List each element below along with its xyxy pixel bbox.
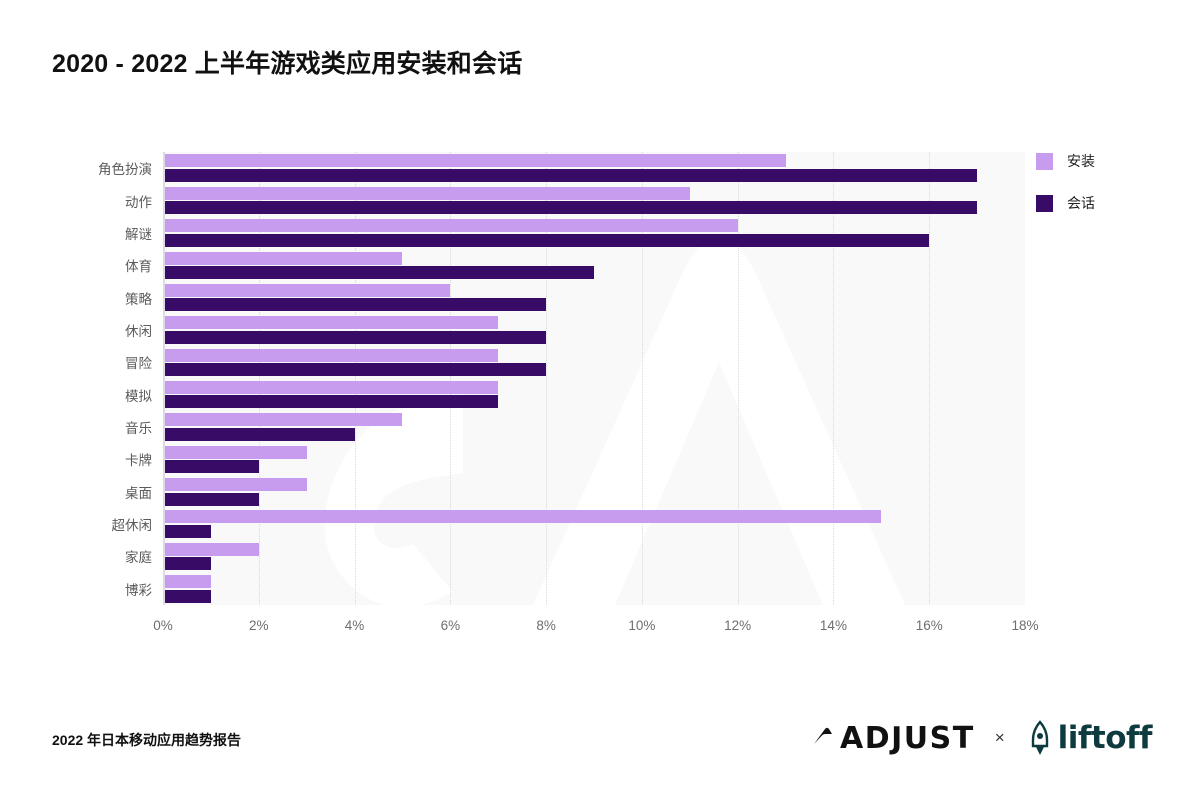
bar-会话-家庭 [163, 557, 211, 571]
liftoff-logo: liftoff [1025, 720, 1153, 756]
gridline-4% [354, 152, 356, 605]
plot-area [163, 152, 1025, 605]
x-axis-tick-label: 2% [249, 618, 269, 633]
bar-安装-博彩 [163, 575, 211, 589]
y-axis-label: 解谜 [125, 226, 152, 242]
y-axis-label: 动作 [125, 194, 152, 210]
y-axis-label: 模拟 [125, 388, 152, 404]
bar-安装-超休闲 [163, 510, 882, 524]
y-axis-label: 休闲 [125, 323, 152, 339]
x-axis-tick-label: 16% [915, 618, 943, 633]
y-axis-label: 冒险 [125, 356, 152, 372]
bar-会话-策略 [163, 298, 547, 312]
bar-会话-超休闲 [163, 524, 211, 538]
bar-会话-动作 [163, 201, 978, 215]
gridline-6% [450, 152, 452, 605]
bar-安装-休闲 [163, 316, 499, 330]
chart-legend: 安装 会话 [1036, 152, 1166, 236]
x-axis-ticks: 0% 2% 4% 6% 8% 10% 12% 14% 16% 18% [153, 618, 1038, 640]
y-axis-label: 策略 [125, 291, 152, 307]
bar-安装-解谜 [163, 219, 738, 233]
bar-安装-音乐 [163, 413, 403, 427]
y-axis-label: 桌面 [125, 485, 152, 501]
bar-安装-冒险 [163, 348, 499, 362]
x-axis-tick-label: 4% [344, 618, 365, 633]
y-axis-label: 角色扮演 [98, 162, 152, 178]
adjust-logo-text: ADJUST [840, 720, 975, 756]
adjust-logo: ADJUST [812, 721, 975, 756]
x-axis-tick-label: 10% [628, 618, 656, 633]
legend-label: 会话 [1067, 195, 1095, 211]
gridline-8% [546, 152, 548, 605]
logo-separator: × [994, 728, 1005, 747]
bar-安装-卡牌 [163, 445, 307, 459]
x-axis-tick-label: 0% [153, 618, 173, 633]
bar-安装-家庭 [163, 542, 259, 556]
y-axis-labels: 角色扮演动作解谜体育策略休闲冒险模拟音乐卡牌桌面超休闲家庭博彩 [52, 140, 160, 605]
bar-安装-动作 [163, 186, 690, 200]
footer-logos: ADJUST × liftoff [812, 716, 1153, 760]
bar-会话-冒险 [163, 363, 547, 377]
y-axis-label: 音乐 [125, 421, 152, 437]
y-axis-label: 体育 [125, 259, 152, 275]
bar-安装-体育 [163, 251, 403, 265]
bar-安装-角色扮演 [163, 154, 786, 168]
bar-会话-卡牌 [163, 460, 259, 474]
y-axis-label: 超休闲 [111, 518, 153, 534]
gridline-14% [833, 152, 835, 605]
gridline-12% [737, 152, 739, 605]
x-axis-tick-label: 12% [724, 618, 752, 633]
x-axis-tick-label: 8% [536, 618, 556, 633]
x-axis-tick-label: 18% [1011, 618, 1039, 633]
x-axis-tick-label: 14% [819, 618, 847, 633]
legend-swatch-icon [1036, 194, 1053, 212]
gridline-10% [641, 152, 643, 605]
legend-item[interactable]: 安装 [1036, 152, 1166, 170]
bar-会话-角色扮演 [163, 168, 978, 182]
legend-label: 安装 [1067, 153, 1095, 169]
y-axis-line [163, 152, 165, 605]
bar-会话-解谜 [163, 233, 930, 247]
bar-会话-博彩 [163, 589, 211, 603]
adjust-mark-icon [814, 727, 832, 744]
x-axis-tick-label: 6% [440, 618, 461, 633]
page-title: 2020 - 2022 上半年游戏类应用安装和会话 [52, 50, 523, 78]
y-axis-label: 卡牌 [125, 453, 152, 469]
bar-安装-模拟 [163, 380, 499, 394]
rocket-icon [1031, 720, 1048, 755]
gridline-16% [929, 152, 931, 605]
gridline-2% [258, 152, 260, 605]
legend-swatch-icon [1036, 152, 1053, 170]
bar-会话-休闲 [163, 330, 547, 344]
chart-container: 角色扮演动作解谜体育策略休闲冒险模拟音乐卡牌桌面超休闲家庭博彩 0% 2% 4% 6%… [52, 140, 1152, 660]
bar-会话-桌面 [163, 492, 259, 506]
legend-item[interactable]: 会话 [1036, 194, 1166, 212]
y-axis-label: 家庭 [125, 550, 152, 566]
bar-安装-桌面 [163, 478, 307, 491]
bar-会话-音乐 [163, 427, 355, 441]
bar-会话-模拟 [163, 395, 499, 409]
footer-report-title: 2022 年日本移动应用趋势报告 [52, 732, 242, 748]
bar-会话-体育 [163, 266, 594, 279]
liftoff-logo-text: liftoff [1057, 720, 1153, 756]
y-axis-label: 博彩 [125, 582, 152, 598]
bar-安装-策略 [163, 283, 451, 297]
